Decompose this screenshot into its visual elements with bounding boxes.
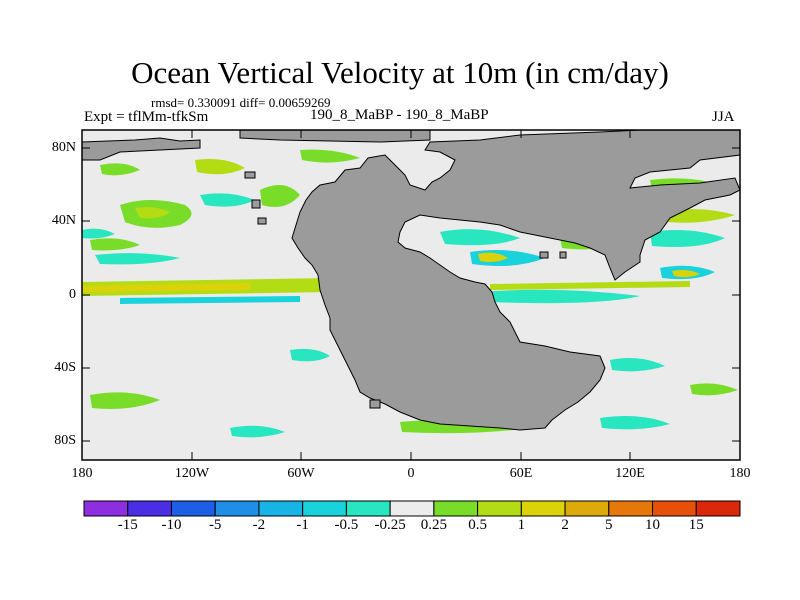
anomaly-patch [82,283,250,292]
colorbar-box [302,500,347,517]
anomaly-patch [200,193,255,207]
anomaly-patch [665,209,735,223]
anomaly-patch [600,416,670,430]
lon-tick-label: 60W [287,466,315,481]
anomaly-patch [300,149,360,163]
land-island [539,251,549,259]
anomaly-patch [490,281,690,290]
colorbar-label: -5 [208,517,222,533]
colorbar-label: 15 [688,517,704,533]
anomaly-patch [480,289,640,304]
colorbar-label: 5 [605,517,613,533]
lon-tick-label: 180 [729,466,751,481]
lon-tick-label: 120W [174,466,210,481]
colorbar-box [170,500,216,517]
anomaly-patch [120,296,300,304]
lon-tick-label: 180 [71,466,93,481]
anomaly-patch [90,238,140,251]
anomaly-patch [90,392,160,409]
land-masses [81,129,741,431]
land-americas [291,129,741,431]
anomaly-patch [135,207,170,219]
land-island [369,399,381,409]
lat-tick-label: 0 [69,287,76,302]
season-label: JJA [712,109,735,125]
colorbar-label: -15 [117,517,138,533]
colorbar-label: 0.25 [420,517,447,533]
colorbar-box [83,500,129,517]
lon-tick-label: 60E [509,466,533,481]
colorbar-box [608,500,654,517]
colorbar-box [564,500,610,517]
land-north [81,137,201,161]
colorbar [83,500,741,517]
colorbar-label: 0.5 [468,517,487,533]
lat-tick-label: 80N [51,140,76,155]
colorbar-box [477,500,522,517]
lat-tick-label: 40S [54,360,76,375]
land-island [251,199,261,209]
anomaly-patch [610,358,665,372]
land-north-cap [239,129,431,143]
anomaly-patch [290,348,330,362]
colorbar-label: 10 [645,517,661,533]
colorbar-box [389,500,435,517]
colorbar-box [652,500,697,517]
lat-tick-label: 80S [54,433,76,448]
colorbar-box [520,500,566,517]
colorbar-label: -10 [161,517,182,533]
colorbar-box [433,500,479,517]
anomaly-patch [440,229,520,246]
colorbar-label: -1 [296,517,309,533]
lon-tick-label: 120E [615,466,645,481]
anomaly-patch [690,383,738,396]
colorbar-label: -2 [252,517,266,533]
land-island [244,171,256,179]
plot-title: Ocean Vertical Velocity at 10m (in cm/da… [131,55,669,90]
case-label: 190_8_MaBP - 190_8_MaBP [310,107,489,123]
map-panel [81,129,741,461]
colorbar-box [214,500,260,517]
lat-tick-label: 40N [51,213,76,228]
colorbar-box [345,500,391,517]
lon-tick-label: 0 [407,466,415,481]
anomaly-patch [478,252,508,262]
colorbar-label: 2 [561,517,569,533]
anomaly-patch [195,159,245,175]
anomaly-patch [82,228,115,239]
stats-label: rmsd= 0.330091 diff= 0.00659269 [151,95,331,110]
colorbar-label: -0.25 [374,517,406,533]
colorbar-box [695,500,741,517]
anomaly-patch [650,230,725,247]
anomaly-patch [672,270,700,278]
anomaly-patch [260,185,300,208]
colorbar-label: -0.5 [334,517,359,533]
colorbar-box [127,500,172,517]
colorbar-box [258,500,304,517]
anomaly-patch [100,163,140,176]
land-island [257,217,267,225]
land-island [559,251,567,259]
tick-marks [82,130,740,460]
anomaly-patch [95,253,180,265]
colorbar-label: 1 [517,517,526,533]
anomaly-patch [230,425,285,438]
experiment-label: Expt = tflMm-tfkSm [84,109,209,125]
